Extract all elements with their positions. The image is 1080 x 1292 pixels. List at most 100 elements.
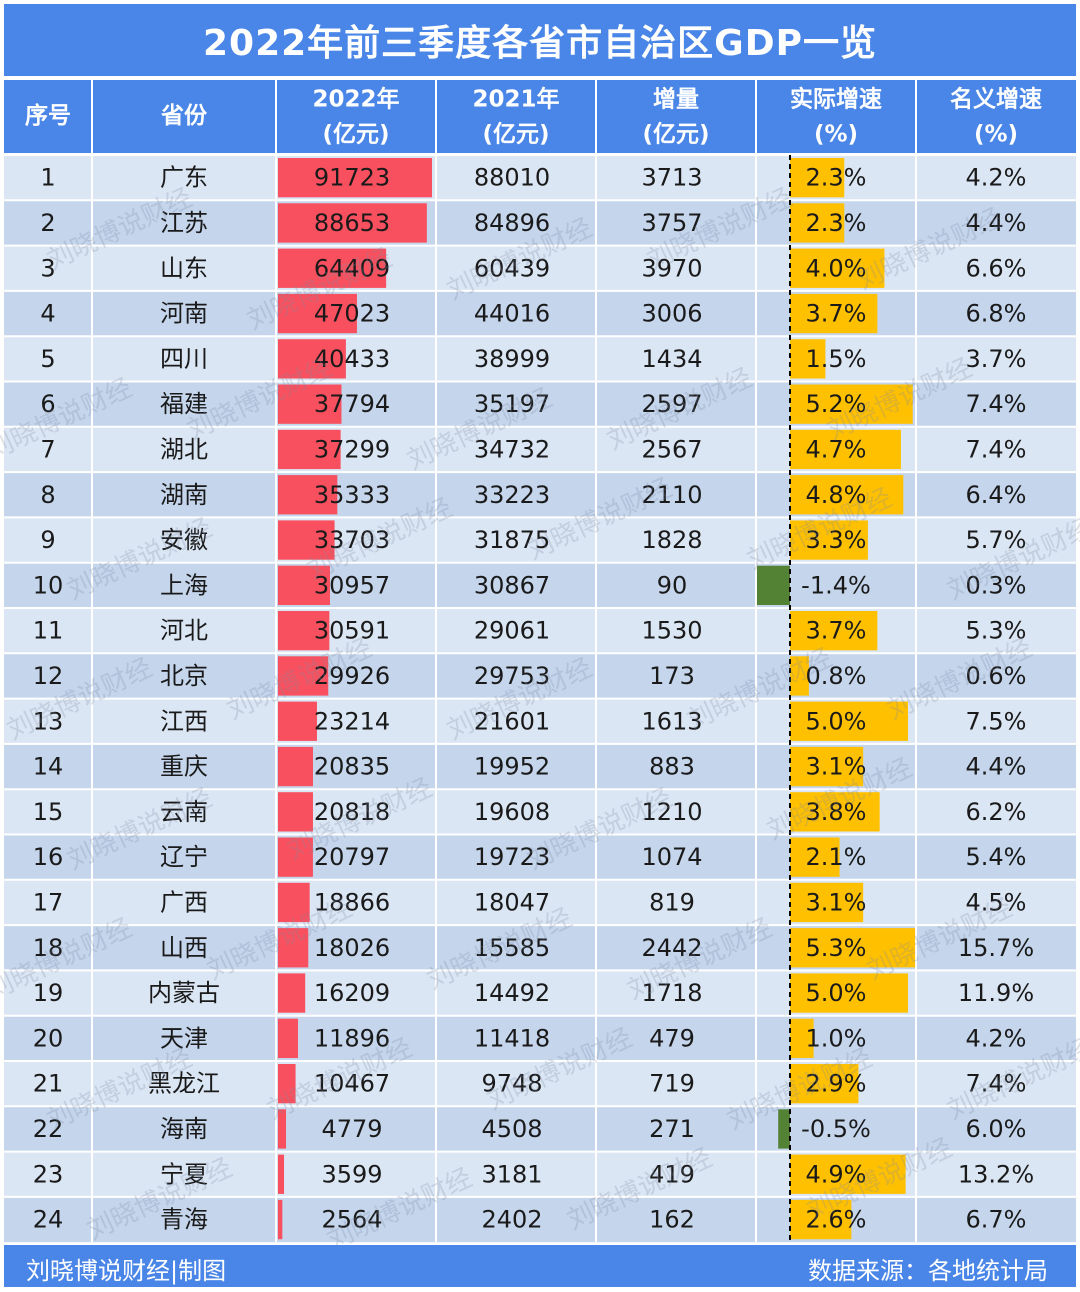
nominal-growth-cell: 4.5% (966, 888, 1027, 916)
growth-bar-positive (790, 928, 916, 968)
gdp-bar (278, 1154, 285, 1194)
gdp-bar (278, 384, 342, 424)
gdp-2022-label: 88653 (314, 209, 390, 237)
growth-bar-positive (790, 792, 880, 832)
column-header: 增量 (653, 86, 699, 113)
rank-cell: 3 (40, 254, 55, 282)
column-header: 序号 (25, 102, 71, 129)
real-growth-label: 4.0% (806, 254, 867, 282)
real-growth-label: 3.1% (806, 753, 867, 781)
rank-cell: 6 (40, 390, 55, 418)
growth-bar-positive (790, 746, 864, 787)
gdp-bar (278, 973, 306, 1013)
gdp-2022-label: 20818 (314, 798, 390, 826)
gdp-bar (278, 1018, 298, 1058)
rank-cell: 15 (33, 798, 64, 826)
nominal-growth-cell: 6.0% (966, 1115, 1027, 1143)
gdp-bar (278, 837, 313, 877)
column-header-unit: (亿元) (322, 122, 389, 148)
gdp-bar (278, 928, 309, 968)
gdp-bar (278, 701, 317, 741)
gdp-2022-label: 37299 (314, 435, 390, 463)
nominal-growth-cell: 4.4% (966, 753, 1027, 781)
gdp-2021-cell: 88010 (474, 164, 550, 192)
growth-bar-positive (790, 248, 885, 288)
province-cell: 广东 (160, 164, 208, 192)
nominal-growth-cell: 0.6% (966, 662, 1027, 690)
rank-cell: 11 (33, 617, 64, 645)
increase-cell: 271 (649, 1115, 695, 1143)
increase-cell: 1434 (641, 345, 702, 373)
gdp-2021-cell: 15585 (474, 934, 550, 962)
growth-bar-positive (790, 475, 904, 515)
increase-cell: 1530 (641, 617, 702, 645)
growth-bar-positive (790, 339, 826, 379)
province-cell: 北京 (160, 662, 208, 690)
growth-bar-positive (790, 973, 908, 1013)
rank-cell: 12 (33, 662, 64, 690)
footer-credit: 刘晓博说财经|制图 (26, 1257, 227, 1285)
real-growth-label: 2.1% (806, 843, 867, 871)
gdp-2022-label: 30591 (314, 617, 390, 645)
real-growth-label: 5.2% (806, 390, 867, 418)
gdp-2022-label: 37794 (314, 390, 390, 418)
rank-cell: 2 (40, 209, 55, 237)
gdp-bar (278, 475, 338, 515)
growth-bar-positive (790, 158, 845, 198)
nominal-growth-cell: 4.2% (966, 1024, 1027, 1052)
rank-cell: 5 (40, 345, 55, 373)
gdp-bar (278, 882, 310, 923)
province-cell: 福建 (160, 390, 208, 418)
table-row (4, 743, 1076, 790)
province-cell: 宁夏 (160, 1160, 208, 1188)
increase-cell: 162 (649, 1206, 695, 1234)
nominal-growth-cell: 0.3% (966, 571, 1027, 599)
gdp-2022-label: 29926 (314, 662, 390, 690)
increase-cell: 3006 (641, 300, 702, 328)
gdp-bar (278, 656, 329, 696)
nominal-growth-cell: 7.4% (966, 1070, 1027, 1098)
real-growth-label: 1.5% (806, 345, 867, 373)
gdp-bar (278, 1064, 296, 1104)
growth-bar-negative (778, 1109, 790, 1149)
column-header: 名义增速 (950, 86, 1042, 113)
rank-cell: 1 (40, 164, 55, 192)
table-row (4, 517, 1076, 563)
gdp-2022-label: 18866 (314, 888, 390, 916)
gdp-bar (278, 429, 341, 470)
province-cell: 内蒙古 (148, 979, 220, 1007)
table-row (4, 1015, 1076, 1061)
table-row (4, 789, 1076, 835)
province-cell: 湖北 (160, 435, 208, 463)
gdp-2022-label: 20797 (314, 843, 390, 871)
column-header: 省份 (160, 103, 208, 129)
increase-cell: 1613 (641, 707, 702, 735)
rank-cell: 10 (33, 571, 64, 599)
increase-cell: 2442 (641, 934, 702, 962)
rank-cell: 17 (33, 888, 64, 916)
increase-cell: 819 (649, 888, 695, 916)
gdp-bar (278, 293, 357, 334)
province-cell: 江西 (160, 707, 208, 735)
rank-cell: 9 (40, 526, 55, 554)
footer-bar: 刘晓博说财经|制图 数据来源：各地统计局 (4, 1245, 1076, 1287)
table-row (4, 562, 1076, 608)
gdp-2021-cell: 19952 (474, 753, 550, 781)
growth-bar-positive (790, 1199, 852, 1240)
increase-cell: 3757 (641, 209, 702, 237)
rank-cell: 23 (33, 1160, 64, 1188)
real-growth-label: -0.5% (801, 1115, 871, 1143)
real-growth-label: 5.0% (806, 979, 867, 1007)
nominal-growth-cell: 13.2% (958, 1160, 1034, 1188)
growth-bar-positive (790, 1018, 814, 1058)
column-header-unit: (%) (974, 122, 1018, 148)
gdp-2021-cell: 4508 (481, 1115, 542, 1143)
gdp-2021-cell: 18047 (474, 888, 550, 916)
province-cell: 青海 (160, 1206, 208, 1234)
gdp-bar (278, 158, 432, 198)
gdp-2021-cell: 34732 (474, 435, 550, 463)
growth-bar-positive (790, 520, 868, 560)
province-cell: 黑龙江 (148, 1070, 220, 1098)
column-header-unit: (亿元) (642, 122, 709, 148)
